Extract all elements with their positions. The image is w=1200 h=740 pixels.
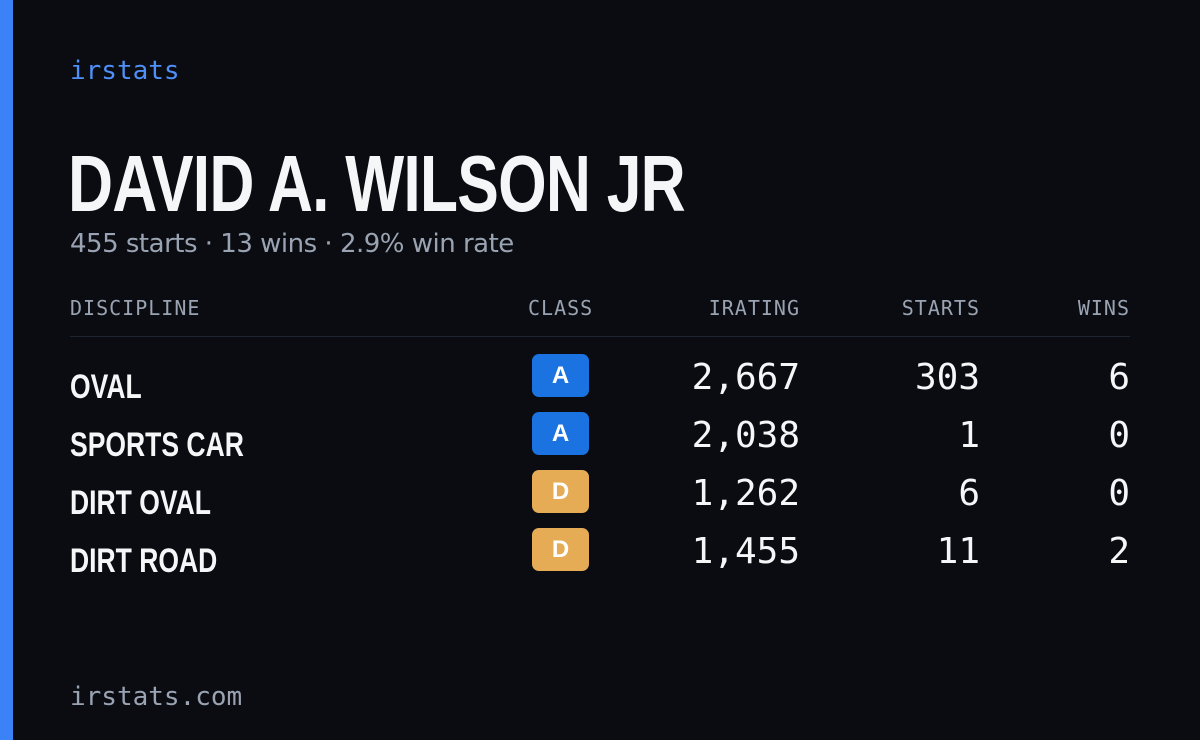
table-row: DIRT OVAL D 1,262 6 0	[70, 470, 1130, 528]
discipline-cell: SPORTS CAR	[70, 426, 244, 464]
class-badge: D	[532, 528, 589, 571]
irating-cell: 2,038	[691, 415, 800, 456]
class-badge: D	[532, 470, 589, 513]
discipline-cell: DIRT ROAD	[70, 542, 218, 580]
wins-cell: 0	[1108, 415, 1130, 456]
class-badge: A	[532, 354, 589, 397]
irating-cell: 1,455	[691, 531, 800, 572]
header-class: CLASS	[528, 296, 594, 320]
footer-url: irstats.com	[70, 682, 243, 712]
driver-name: DAVID A. WILSON JR	[68, 139, 686, 228]
irating-cell: 2,667	[691, 357, 800, 398]
wins-cell: 2	[1108, 531, 1130, 572]
brand-logo-text: irstats	[70, 56, 180, 86]
table-row: SPORTS CAR A 2,038 1 0	[70, 412, 1130, 470]
starts-cell: 6	[958, 473, 980, 514]
wins-cell: 0	[1108, 473, 1130, 514]
discipline-cell: OVAL	[70, 368, 142, 406]
header-discipline: DISCIPLINE	[70, 296, 201, 320]
starts-cell: 11	[936, 531, 980, 572]
table-row: OVAL A 2,667 303 6	[70, 354, 1130, 412]
header-starts: STARTS	[901, 296, 980, 320]
header-irating: IRATING	[708, 296, 800, 320]
wins-cell: 6	[1108, 357, 1130, 398]
driver-summary: 455 starts · 13 wins · 2.9% win rate	[70, 229, 514, 259]
class-badge: A	[532, 412, 589, 455]
starts-cell: 1	[958, 415, 980, 456]
accent-bar	[0, 0, 13, 740]
irating-cell: 1,262	[691, 473, 800, 514]
table-row: DIRT ROAD D 1,455 11 2	[70, 528, 1130, 586]
header-divider	[70, 336, 1130, 337]
starts-cell: 303	[914, 357, 980, 398]
header-wins: WINS	[1077, 296, 1130, 320]
discipline-cell: DIRT OVAL	[70, 484, 211, 522]
